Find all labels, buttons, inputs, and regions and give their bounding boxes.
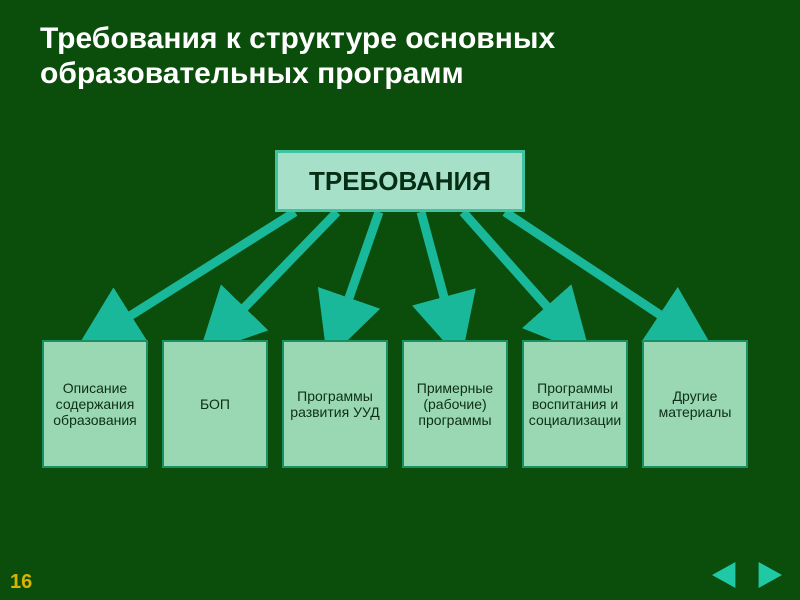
prev-slide-button[interactable] — [712, 562, 738, 588]
nav-controls — [712, 562, 782, 588]
arrow — [505, 212, 687, 333]
slide-title: Требования к структуре основных образова… — [40, 22, 760, 91]
arrow — [222, 212, 337, 331]
leaf-node: Другие материалы — [642, 340, 748, 468]
arrow — [463, 212, 569, 331]
leaf-node: Описание содержания образования — [42, 340, 148, 468]
arrow — [338, 212, 379, 329]
next-slide-button[interactable] — [756, 562, 782, 588]
arrow — [103, 212, 295, 333]
page-number: 16 — [10, 572, 32, 592]
root-node: ТРЕБОВАНИЯ — [275, 150, 525, 212]
leaf-node: Программы воспитания и социализации — [522, 340, 628, 468]
arrow — [421, 212, 452, 329]
leaf-node: Программы развития УУД — [282, 340, 388, 468]
slide: Требования к структуре основных образова… — [0, 0, 800, 600]
leaf-node: БОП — [162, 340, 268, 468]
leaf-node: Примерные (рабочие) программы — [402, 340, 508, 468]
